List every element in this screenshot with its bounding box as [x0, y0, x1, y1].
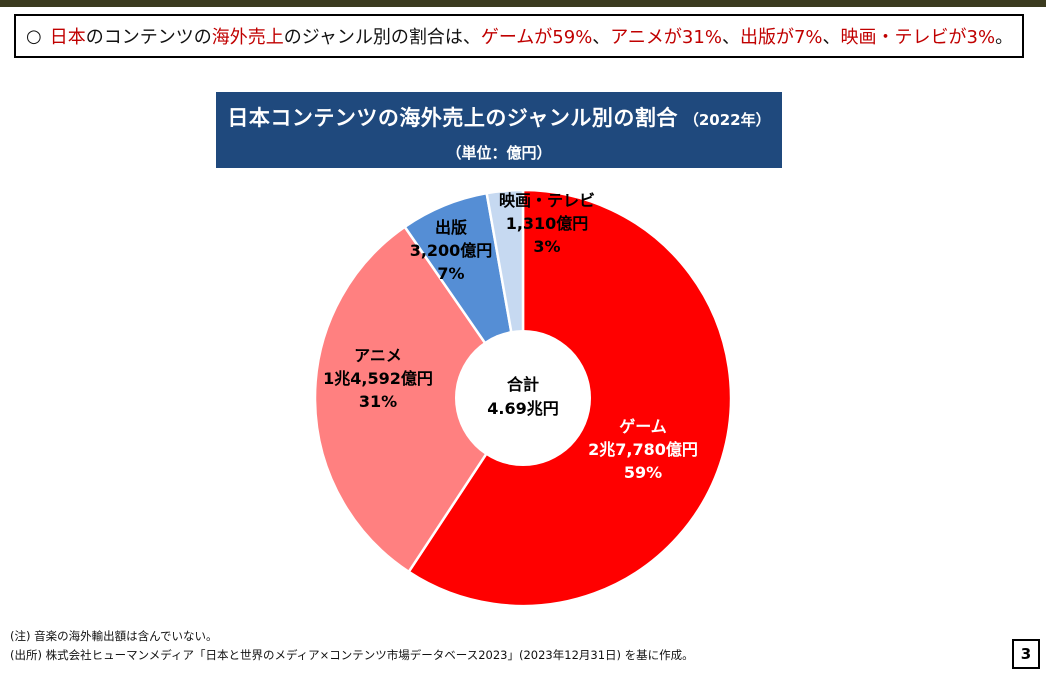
headline-part: 、	[721, 27, 740, 48]
headline-part: 、	[592, 27, 611, 48]
headline-part: 映画・テレビが3%	[840, 27, 996, 48]
center-label-line: 4.69兆円	[487, 399, 558, 418]
slice-label-2-line-0: 出版	[435, 218, 467, 237]
slice-label-1-line-0: アニメ	[354, 346, 402, 365]
page-number: 3	[1012, 639, 1040, 669]
slice-label-0-line-1: 2兆7,780億円	[588, 440, 698, 459]
headline-box: ○ 日本 のコンテンツの 海外売上 のジャンル別の割合は、 ゲームが59%、アニメが31…	[14, 14, 1024, 58]
slice-label-1-line-1: 1兆4,592億円	[323, 369, 433, 388]
chart-title-box: 日本コンテンツの海外売上のジャンル別の割合 （2022年） （単位：億円）	[216, 92, 782, 168]
top-border	[0, 0, 1046, 7]
headline-part: 日本	[49, 27, 86, 48]
slice-label-2-line-2: 7%	[437, 264, 464, 283]
headline-part: ゲームが59%	[480, 27, 593, 48]
chart-subtitle: （単位：億円）	[446, 144, 552, 162]
headline-part: 、	[822, 27, 841, 48]
slice-label-0-line-2: 59%	[624, 463, 662, 482]
slice-label-1-line-2: 31%	[359, 392, 397, 411]
slice-label-3-line-0: 映画・テレビ	[499, 191, 595, 210]
headline-part: 出版が7%	[739, 27, 823, 48]
slice-label-0-line-0: ゲーム	[619, 417, 667, 436]
slice-label-3-line-2: 3%	[533, 237, 560, 256]
bullet-circle: ○	[26, 25, 42, 47]
headline-part: 。	[995, 27, 1014, 48]
headline-part: アニメが31%	[610, 27, 722, 48]
chart-title: 日本コンテンツの海外売上のジャンル別の割合	[227, 106, 678, 130]
headline-part: 海外売上	[211, 27, 284, 48]
headline-part: のコンテンツの	[85, 27, 212, 48]
headline-part: のジャンル別の割合は、	[283, 27, 481, 48]
slice-label-2-line-1: 3,200億円	[410, 241, 493, 260]
slice-label-3-line-1: 1,310億円	[506, 214, 589, 233]
donut-hole	[455, 330, 591, 466]
footnote-note: (注) 音楽の海外輸出額は含んでいない。	[10, 629, 218, 643]
chart-title-year: （2022年）	[683, 111, 771, 129]
center-label-line: 合計	[507, 375, 539, 394]
footnote-source: (出所) 株式会社ヒューマンメディア「日本と世界のメディア×コンテンツ市場データ…	[10, 648, 694, 662]
pie-slice-1	[313, 225, 525, 574]
